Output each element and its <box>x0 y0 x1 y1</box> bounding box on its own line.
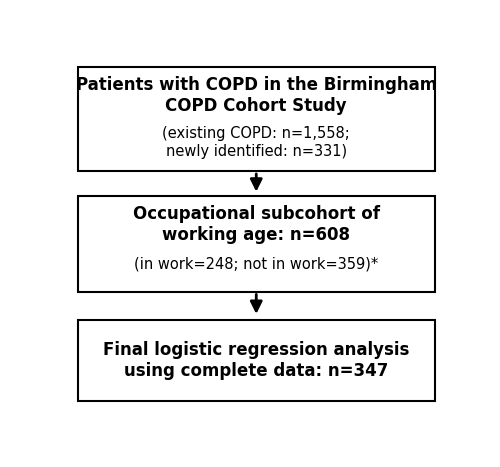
Text: Final logistic regression analysis
using complete data: n=347: Final logistic regression analysis using… <box>103 341 410 380</box>
FancyBboxPatch shape <box>78 67 434 171</box>
FancyBboxPatch shape <box>78 320 434 401</box>
FancyBboxPatch shape <box>78 196 434 291</box>
Text: Patients with COPD in the Birmingham
COPD Cohort Study: Patients with COPD in the Birmingham COP… <box>76 76 437 115</box>
Text: (in work=248; not in work=359)*: (in work=248; not in work=359)* <box>134 256 378 271</box>
Text: Occupational subcohort of
working age: n=608: Occupational subcohort of working age: n… <box>133 205 380 244</box>
Text: (existing COPD: n=1,558;
newly identified: n=331): (existing COPD: n=1,558; newly identifie… <box>162 126 350 158</box>
